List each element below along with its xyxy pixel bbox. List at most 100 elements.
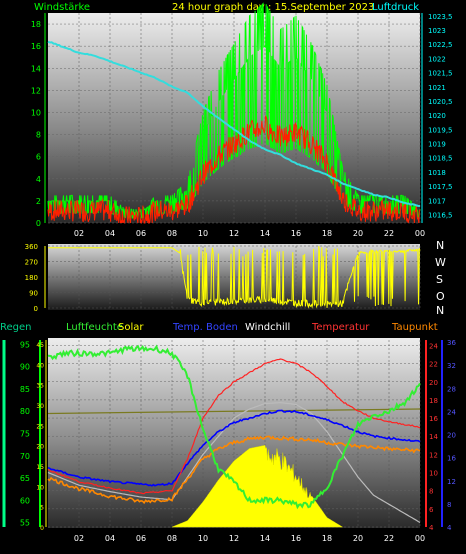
direction-y-tick-label: 0: [34, 305, 38, 313]
series-taupunkt: [47, 435, 421, 505]
temperature-y-tick-label: 16: [429, 415, 438, 423]
temperature-y-tick-label: 4: [429, 524, 434, 532]
temp-x-tick-label: 22: [384, 534, 394, 543]
wind-x-tick-label: 22: [384, 229, 394, 238]
legend-regen: Regen: [0, 322, 32, 333]
compass-n-bottom: N: [436, 304, 444, 317]
pressure-y-tick-label: 1018: [428, 169, 446, 177]
ground-temp-y-tick-label: 4: [447, 524, 452, 532]
humidity-y-tick-label: 65: [20, 474, 30, 483]
pressure-y-tick-label: 1022,5: [428, 41, 453, 49]
temp-x-tick-label: 04: [105, 534, 115, 543]
legend-windchill: Windchill: [245, 322, 290, 333]
pressure-y-tick-label: 1017: [428, 197, 446, 205]
pressure-axis-title: Luftdruck: [372, 2, 419, 13]
compass-labels: N W S O N: [435, 239, 446, 317]
temperature-y-tick-label: 12: [429, 451, 438, 459]
wind-y-tick-label: 6: [36, 153, 41, 162]
ground-temp-y-tick-label: 32: [447, 362, 456, 370]
compass-w: W: [435, 256, 446, 269]
humidity-y-tick-label: 80: [20, 407, 30, 416]
humidity-y-tick-label: 70: [20, 452, 30, 461]
wind-x-tick-label: 10: [198, 229, 208, 238]
temperature-y-tick-label: 8: [429, 488, 433, 496]
humidity-y-tick-label: 85: [20, 385, 30, 394]
temp-panel-series: [47, 344, 421, 528]
wind-y-tick-label: 18: [31, 20, 41, 29]
direction-y-tick-label: 180: [25, 274, 38, 282]
temp-x-tick-label: 02: [74, 534, 84, 543]
temp-x-tick-label: 08: [167, 534, 177, 543]
pressure-y-tick-label: 1021,5: [428, 70, 453, 78]
legend-temp-boden: Temp. Boden: [172, 322, 238, 333]
wind-x-tick-label: 12: [229, 229, 239, 238]
legend-temperatur: Temperatur: [311, 322, 370, 333]
humidity-y-tick-label: 55: [20, 519, 30, 528]
wind-y-tick-label: 2: [36, 197, 41, 206]
pressure-y-tick-label: 1018,5: [428, 155, 453, 163]
wind-x-tick-label: 02: [74, 229, 84, 238]
wind-y-tick-label: 14: [31, 64, 41, 73]
ground-temp-y-tick-label: 20: [447, 432, 456, 440]
temp-x-tick-label: 16: [291, 534, 301, 543]
solar-y-tick-label: 15: [36, 464, 44, 471]
wind-y-tick-label: 16: [31, 42, 41, 51]
solar-y-tick-label: 45: [36, 342, 44, 349]
wind-panel-axes: 02 4 6 8 10 12 14 16 18 1016,5 1017 1017,5 1018 1018,…: [31, 13, 453, 238]
wind-y-tick-label: 8: [36, 131, 41, 140]
pressure-y-tick-label: 1023: [428, 27, 446, 35]
wind-panel-series: [47, 2, 421, 225]
legend-taupunkt: Taupunkt: [391, 322, 438, 333]
legend-solar: Solar: [118, 322, 144, 333]
wind-y-tick-label: 12: [31, 86, 41, 95]
direction-y-tick-label: 360: [25, 243, 38, 251]
temp-x-tick-label: 10: [198, 534, 208, 543]
direction-y-tick-label: 270: [25, 259, 38, 267]
ground-temp-y-tick-label: 36: [447, 339, 456, 347]
solar-y-tick-label: 25: [36, 423, 44, 430]
wind-x-tick-label: 14: [260, 229, 270, 238]
temp-x-tick-label: 06: [136, 534, 146, 543]
solar-y-tick-label: 30: [36, 403, 44, 410]
solar-y-tick-label: 35: [36, 383, 44, 390]
temperature-y-tick-label: 24: [429, 342, 438, 350]
legend-luftfeuchte: Luftfeuchte: [66, 322, 123, 333]
solar-y-tick-label: 20: [36, 444, 44, 451]
wind-x-tick-label: 04: [105, 229, 115, 238]
temp-x-tick-label: 12: [229, 534, 239, 543]
humidity-y-tick-label: 90: [20, 363, 30, 372]
pressure-y-tick-label: 1023,5: [428, 13, 453, 21]
ground-temp-y-tick-label: 28: [447, 385, 456, 393]
series-luftdruck: [47, 40, 421, 207]
wind-x-tick-label: 08: [167, 229, 177, 238]
series-windrichtung: [48, 246, 421, 309]
wind-y-tick-label: 4: [36, 175, 41, 184]
wind-x-tick-label: 06: [136, 229, 146, 238]
ground-temp-y-tick-label: 16: [447, 455, 456, 463]
pressure-y-tick-label: 1017,5: [428, 183, 453, 191]
temp-x-tick-label: 14: [260, 534, 270, 543]
pressure-y-tick-label: 1019: [428, 141, 446, 149]
series-temperatur: [47, 358, 421, 495]
temperature-y-tick-label: 18: [429, 397, 438, 405]
temperature-y-tick-label: 20: [429, 379, 438, 387]
series-luftfeuchte: [47, 344, 421, 510]
pressure-y-tick-label: 1020,5: [428, 98, 453, 106]
ground-temp-y-tick-label: 8: [447, 501, 451, 509]
temperature-y-tick-label: 6: [429, 506, 434, 514]
pressure-y-tick-label: 1021: [428, 84, 446, 92]
temperature-y-tick-label: 10: [429, 470, 438, 478]
wind-axis-title: Windstärke: [34, 2, 90, 13]
humidity-y-tick-label: 60: [20, 496, 30, 505]
direction-y-tick-label: 90: [29, 290, 38, 298]
solar-y-tick-label: 40: [36, 362, 44, 369]
direction-panel-series: [48, 246, 421, 309]
reference-line-humidity: [47, 408, 421, 415]
temp-x-tick-label: 00: [415, 534, 425, 543]
chart-title: 24 hour graph day : 15.September 2023: [172, 2, 374, 13]
temperature-y-tick-label: 14: [429, 433, 438, 441]
pressure-y-tick-label: 1016,5: [428, 211, 453, 219]
temp-x-tick-label: 18: [322, 534, 332, 543]
temp-panel-axes: 0 5 10 15 20 25 30 35 40 45 55 60 65 70 75 80 85 90 95 4 6 8 1…: [2, 339, 456, 543]
